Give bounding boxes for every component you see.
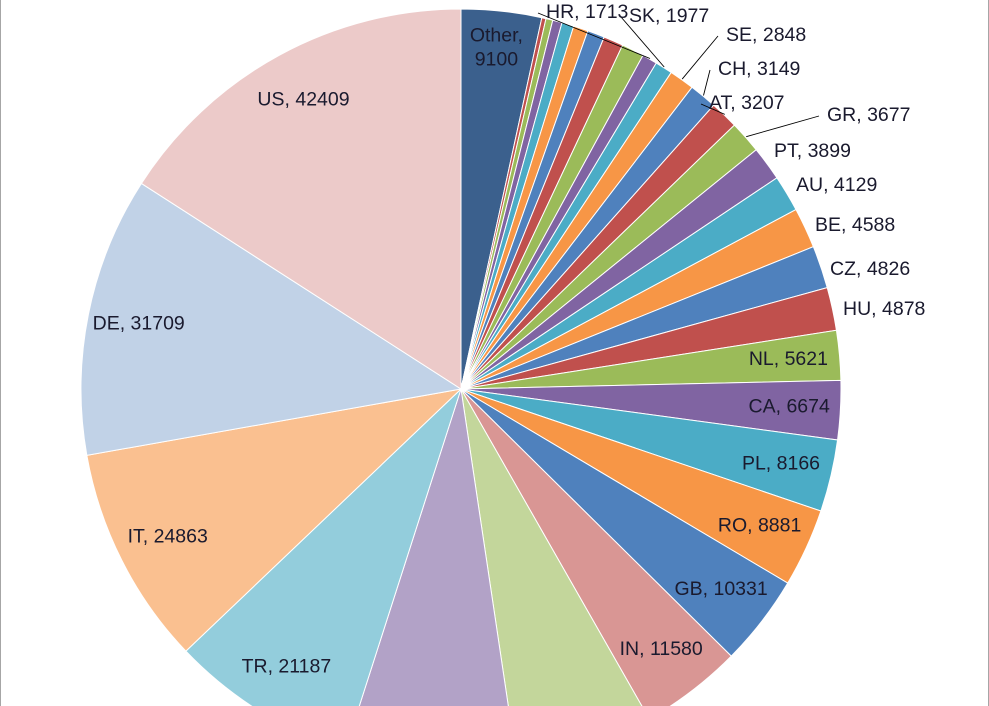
svg-text:GB, 10331: GB, 10331 xyxy=(674,578,767,600)
svg-text:IT, 24863: IT, 24863 xyxy=(128,526,208,548)
svg-text:US, 42409: US, 42409 xyxy=(257,89,349,111)
svg-text:CA, 6674: CA, 6674 xyxy=(749,396,830,418)
svg-text:Other,: Other, xyxy=(470,24,523,46)
svg-text:HU, 4878: HU, 4878 xyxy=(843,298,925,320)
svg-text:HR, 1713: HR, 1713 xyxy=(546,1,628,23)
svg-text:TR, 21187: TR, 21187 xyxy=(242,656,332,678)
svg-text:AT, 3207: AT, 3207 xyxy=(709,92,785,114)
svg-text:NL, 5621: NL, 5621 xyxy=(749,348,828,370)
svg-text:SE, 2848: SE, 2848 xyxy=(726,24,806,46)
svg-text:CH, 3149: CH, 3149 xyxy=(718,58,800,80)
svg-text:PL, 8166: PL, 8166 xyxy=(742,452,820,474)
svg-text:RO, 8881: RO, 8881 xyxy=(718,515,801,537)
svg-text:PT, 3899: PT, 3899 xyxy=(774,140,851,162)
svg-text:GR, 3677: GR, 3677 xyxy=(827,104,910,126)
svg-text:CZ, 4826: CZ, 4826 xyxy=(830,258,910,280)
svg-text:AU, 4129: AU, 4129 xyxy=(796,174,877,196)
svg-text:DE, 31709: DE, 31709 xyxy=(93,312,185,334)
svg-text:9100: 9100 xyxy=(475,48,519,70)
svg-text:IN, 11580: IN, 11580 xyxy=(620,638,703,660)
svg-text:BE, 4588: BE, 4588 xyxy=(815,214,895,236)
svg-text:SK, 1977: SK, 1977 xyxy=(629,5,709,27)
